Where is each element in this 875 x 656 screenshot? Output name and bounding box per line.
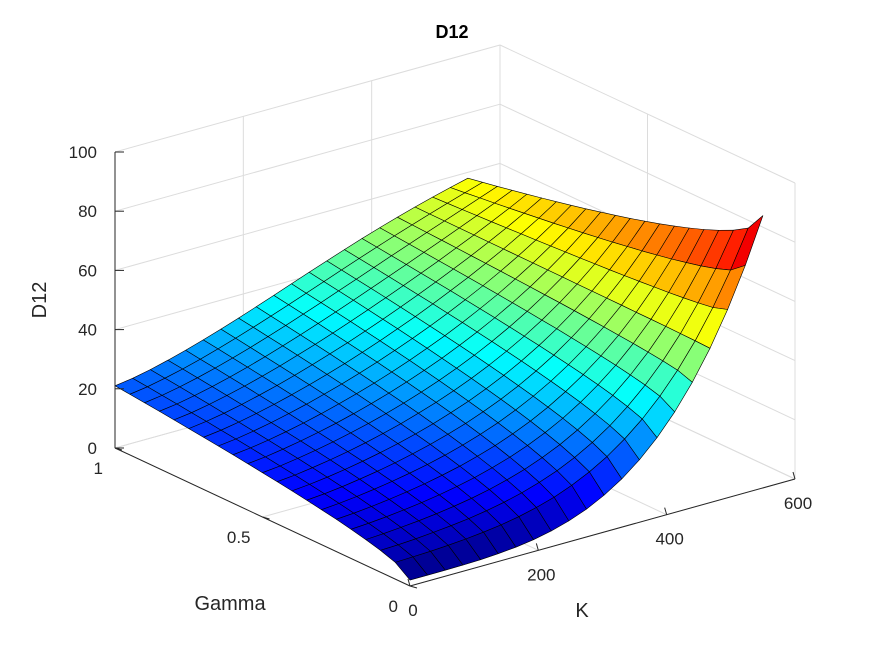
x-tick-label: 400	[655, 530, 683, 549]
axes	[114, 151, 796, 589]
z-tick-label: 100	[69, 143, 97, 162]
y-tick	[262, 516, 270, 520]
y-tick-label: 1	[94, 459, 103, 478]
z-tick-label: 20	[78, 380, 97, 399]
x-axis-label: K	[575, 600, 589, 622]
y-tick-label: 0	[389, 597, 398, 616]
x-tick-label: 600	[784, 494, 812, 513]
chart-title: D12	[435, 22, 468, 42]
z-tick-label: 60	[78, 261, 97, 280]
z-axis-label: D12	[29, 282, 51, 319]
y-tick-label: 0.5	[227, 528, 251, 547]
x-tick	[407, 578, 411, 587]
x-axis-line	[409, 478, 796, 587]
x-tick	[792, 471, 796, 480]
z-tick-label: 0	[88, 439, 97, 458]
z-tick-label: 40	[78, 321, 97, 340]
x-tick-label: 200	[527, 565, 555, 584]
surface-mesh	[114, 177, 764, 581]
grid-line	[114, 162, 501, 271]
z-tick-label: 80	[78, 202, 97, 221]
x-tick	[535, 543, 539, 551]
x-tick-label: 0	[408, 601, 417, 620]
x-tick	[664, 507, 668, 515]
grid-line	[114, 44, 501, 153]
grid-line	[114, 103, 501, 212]
surface-cell	[394, 556, 428, 581]
y-axis-label: Gamma	[194, 593, 266, 615]
y-tick	[409, 585, 418, 589]
